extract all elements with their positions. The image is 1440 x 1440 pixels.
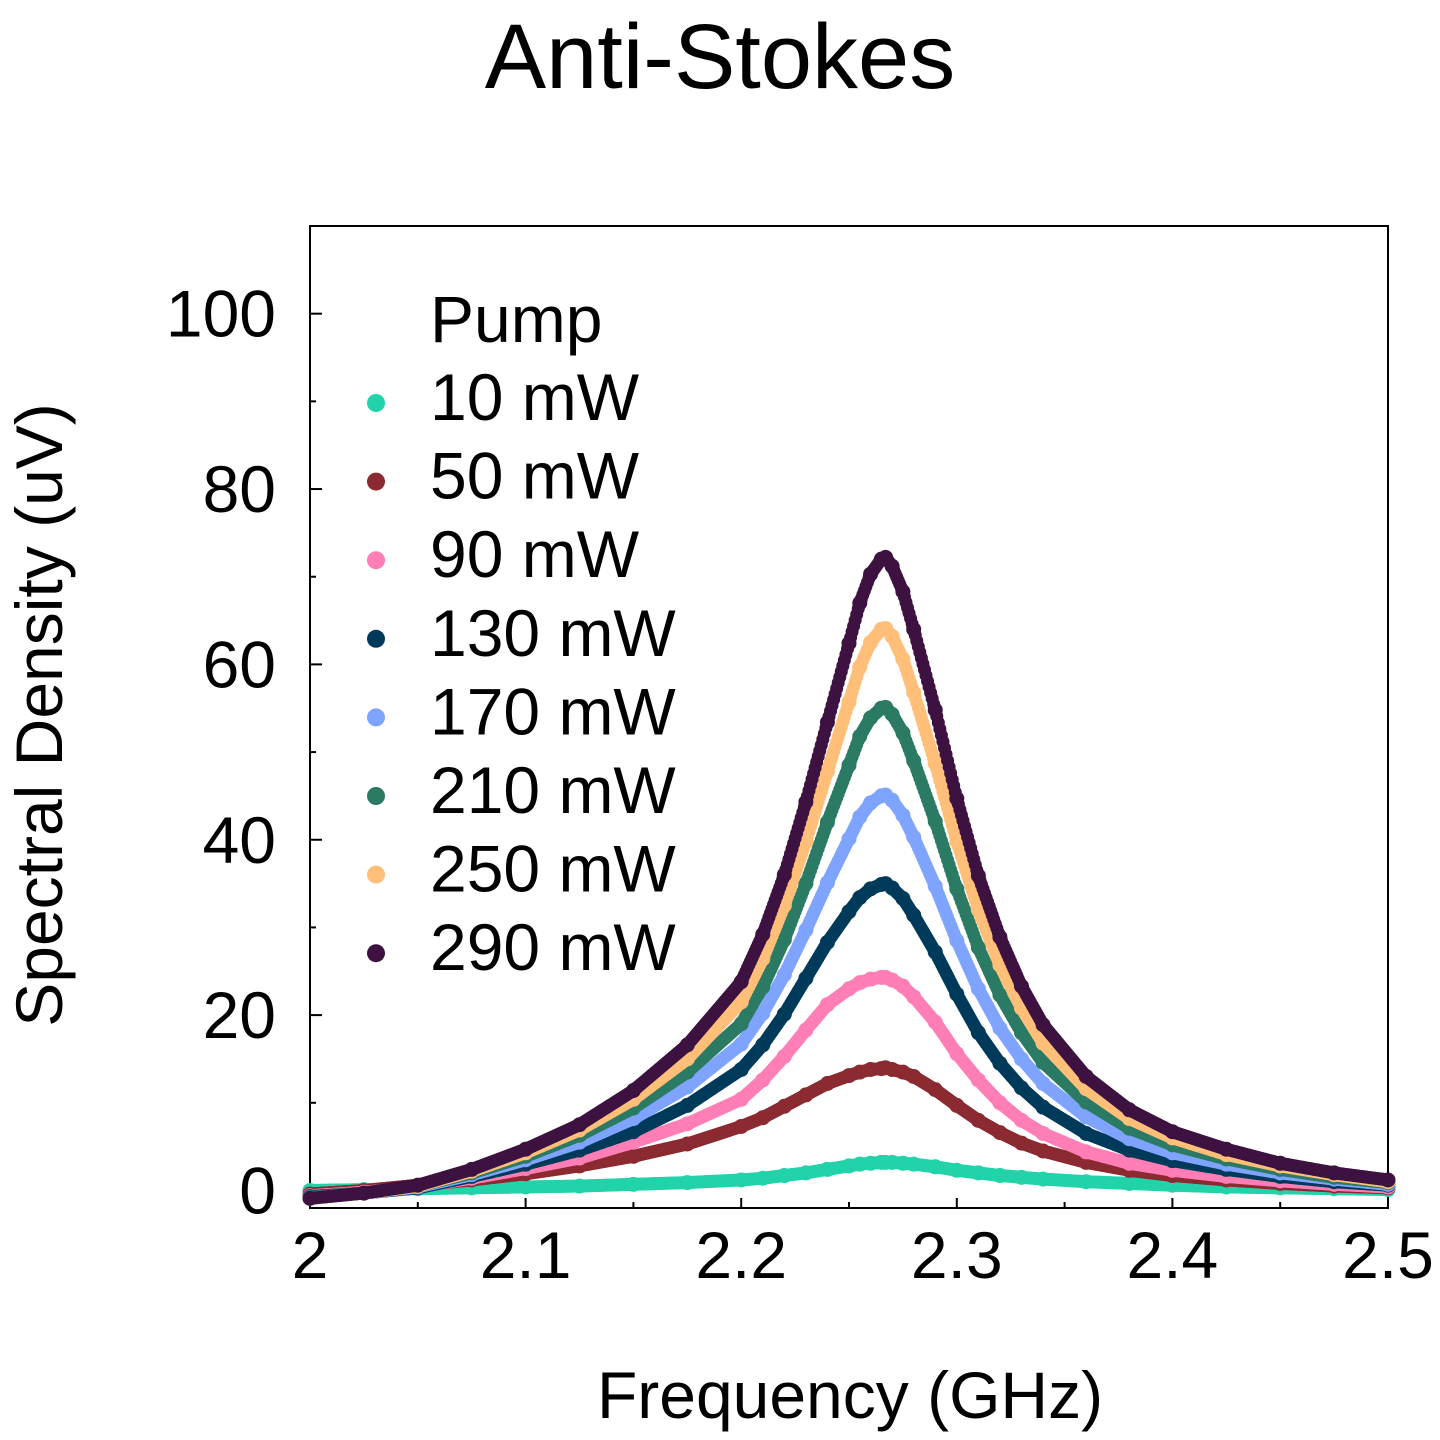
y-axis-label: Spectral Density (uV): [2, 403, 76, 1027]
x-tick-label: 2: [292, 1218, 329, 1292]
x-tick-label: 2.1: [480, 1218, 572, 1292]
x-axis: 2 2.1 2.2 2.3 2.4 2.5: [292, 1198, 1434, 1292]
chart-title: Anti-Stokes: [485, 6, 955, 108]
x-tick-label: 2.2: [695, 1218, 787, 1292]
y-tick-label: 80: [203, 452, 276, 526]
y-tick-label: 100: [166, 277, 276, 351]
y-tick-label: 20: [203, 978, 276, 1052]
y-axis: 0 20 40 60 80 100: [166, 277, 322, 1227]
x-tick-label: 2.5: [1342, 1218, 1434, 1292]
y-tick-label: 0: [239, 1153, 276, 1227]
y-tick-label: 40: [203, 803, 276, 877]
x-tick-label: 2.3: [911, 1218, 1003, 1292]
y-tick-label: 60: [203, 627, 276, 701]
series-layer: [302, 549, 1396, 1206]
x-tick-label: 2.4: [1127, 1218, 1219, 1292]
x-axis-label: Frequency (GHz): [597, 1358, 1103, 1432]
